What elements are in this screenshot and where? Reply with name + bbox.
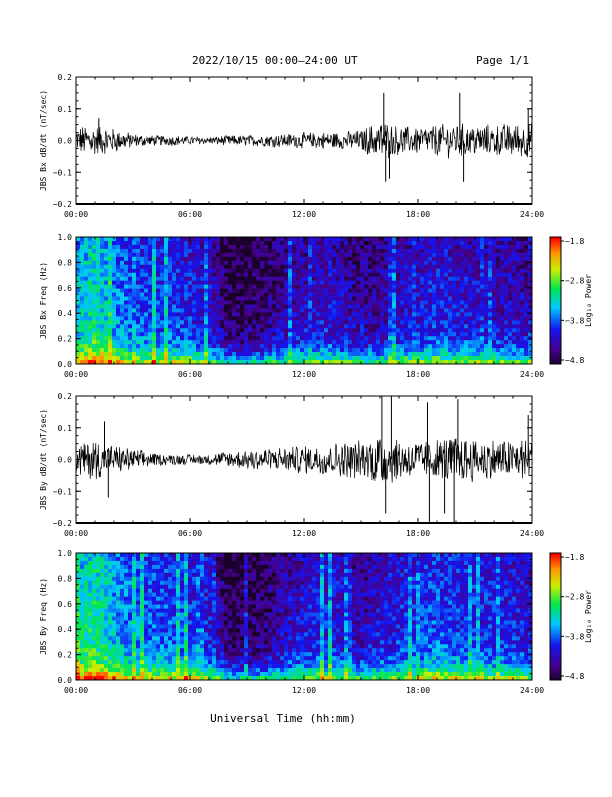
x-tick-label: 18:00 xyxy=(406,529,430,538)
y-tick-label: 0.6 xyxy=(58,600,73,609)
y-axis-label: JBS By Freq (Hz) xyxy=(39,578,48,655)
x-tick-label: 24:00 xyxy=(520,370,544,379)
page-indicator: Page 1/1 xyxy=(476,54,529,67)
x-tick-label: 24:00 xyxy=(520,686,544,695)
plot-title: 2022/10/15 00:00–24:00 UT xyxy=(192,54,358,67)
colorbar-tick-label: −4.8 xyxy=(565,672,584,681)
colorbar-tick-label: −2.8 xyxy=(565,277,584,286)
panel-1: 0.2 0.1 0.0 −0.1 −0.200:00 06:00 12:00 18:00 24:… xyxy=(39,73,544,219)
trace-line xyxy=(76,439,532,483)
y-tick-label: 1.0 xyxy=(58,233,73,242)
y-tick-label: 0.0 xyxy=(58,360,73,369)
x-tick-label: 12:00 xyxy=(292,529,316,538)
y-axis-label: JBS Bx dB/dt (nT/sec) xyxy=(39,90,48,191)
panel-3: 0.2 0.1 0.0 −0.1 −0.200:00 06:00 12:00 18:00 24:… xyxy=(39,392,544,538)
colorbar-label: Log₁₀ Power xyxy=(584,590,593,643)
y-tick-label: 0.1 xyxy=(58,424,73,433)
panel-2: −1.8 −2.8 −3.8 −4.8 Log₁₀ Power 1.0 0.8 0.6 0.4 0… xyxy=(39,233,593,379)
y-tick-label: 0.4 xyxy=(58,309,73,318)
colorbar-tick-label: −1.8 xyxy=(565,237,584,246)
colorbar-tick-label: −1.8 xyxy=(565,553,584,562)
colorbar-tick-label: −4.8 xyxy=(565,356,584,365)
x-tick-label: 06:00 xyxy=(178,686,202,695)
y-tick-label: 0.0 xyxy=(58,137,73,146)
y-tick-label: 0.8 xyxy=(58,258,73,267)
colorbar: −1.8 −2.8 −3.8 −4.8 Log₁₀ Power xyxy=(550,553,593,681)
x-tick-label: 06:00 xyxy=(178,210,202,219)
colorbar-tick-label: −2.8 xyxy=(565,593,584,602)
x-tick-label: 24:00 xyxy=(520,210,544,219)
y-axis-label: JBS Bx Freq (Hz) xyxy=(39,262,48,339)
y-tick-label: 0.2 xyxy=(58,651,73,660)
colorbar-tick-label: −3.8 xyxy=(565,316,584,325)
x-tick-label: 00:00 xyxy=(64,686,88,695)
y-tick-label: −0.1 xyxy=(53,168,72,177)
y-tick-label: −0.1 xyxy=(53,487,72,496)
colorbar-tick-label: −3.8 xyxy=(565,632,584,641)
y-tick-label: 0.2 xyxy=(58,73,73,82)
y-tick-label: 0.6 xyxy=(58,284,73,293)
x-tick-label: 24:00 xyxy=(520,529,544,538)
x-tick-label: 00:00 xyxy=(64,370,88,379)
spectrogram xyxy=(76,237,532,364)
y-tick-label: 1.0 xyxy=(58,549,73,558)
x-tick-label: 06:00 xyxy=(178,529,202,538)
y-tick-label: 0.4 xyxy=(58,625,73,634)
spectrogram xyxy=(76,553,532,680)
y-tick-label: 0.2 xyxy=(58,335,73,344)
x-tick-label: 12:00 xyxy=(292,210,316,219)
x-tick-label: 00:00 xyxy=(64,529,88,538)
y-tick-label: −0.2 xyxy=(53,200,72,209)
panel-4: −1.8 −2.8 −3.8 −4.8 Log₁₀ Power 1.0 0.8 0.6 0.4 0… xyxy=(39,549,593,695)
colorbar: −1.8 −2.8 −3.8 −4.8 Log₁₀ Power xyxy=(550,237,593,365)
y-axis-label: JBS By dB/dt (nT/sec) xyxy=(39,409,48,510)
y-tick-label: 0.0 xyxy=(58,676,73,685)
x-tick-label: 18:00 xyxy=(406,370,430,379)
x-axis-label: Universal Time (hh:mm) xyxy=(210,712,356,725)
x-tick-label: 06:00 xyxy=(178,370,202,379)
y-tick-label: 0.0 xyxy=(58,456,73,465)
colorbar-label: Log₁₀ Power xyxy=(584,274,593,327)
y-tick-label: 0.1 xyxy=(58,105,73,114)
y-tick-label: 0.8 xyxy=(58,574,73,583)
x-tick-label: 18:00 xyxy=(406,210,430,219)
x-tick-label: 12:00 xyxy=(292,370,316,379)
x-tick-label: 00:00 xyxy=(64,210,88,219)
y-tick-label: −0.2 xyxy=(53,519,72,528)
x-tick-label: 12:00 xyxy=(292,686,316,695)
x-tick-label: 18:00 xyxy=(406,686,430,695)
y-tick-label: 0.2 xyxy=(58,392,73,401)
